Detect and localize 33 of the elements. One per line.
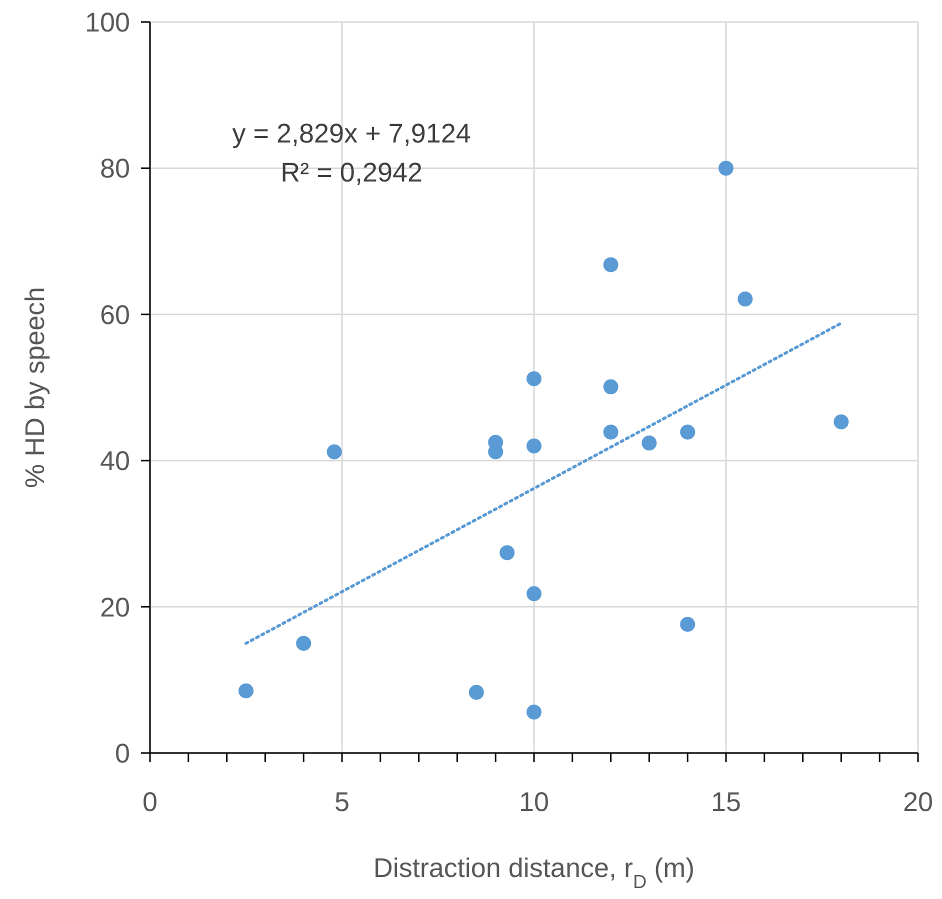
point <box>603 379 618 394</box>
y-tick-label: 100 <box>84 7 130 38</box>
y-tick-label: 40 <box>100 446 130 476</box>
point <box>642 436 657 451</box>
point <box>680 424 696 440</box>
point <box>526 704 542 720</box>
y-tick-label: 80 <box>100 154 130 184</box>
point <box>468 684 484 700</box>
point <box>326 444 342 460</box>
y-tick-label: 0 <box>114 738 130 768</box>
point <box>738 292 753 307</box>
x-tick-label: 5 <box>334 787 350 817</box>
point <box>680 616 696 632</box>
y-tick-label: 20 <box>100 592 130 622</box>
point <box>718 160 734 176</box>
point <box>500 545 515 560</box>
point <box>238 683 254 698</box>
x-tick-label: 0 <box>142 787 158 817</box>
x-axis-title: Distraction distance, r$_{D}$ (m) <box>373 853 695 892</box>
x-tick-label: 20 <box>902 787 934 817</box>
point <box>603 257 618 272</box>
point <box>526 438 542 454</box>
point <box>834 414 849 430</box>
x-tick-label: 15 <box>710 787 742 817</box>
y-axis-title: % HD by speech <box>20 286 50 488</box>
point <box>296 636 312 651</box>
annotation: y = 2,829x + 7,9124 <box>232 118 471 149</box>
y-tick-label: 60 <box>100 300 130 330</box>
annotation: R² = 0,2942 <box>280 158 423 188</box>
point <box>526 586 542 602</box>
point <box>526 371 542 386</box>
x-tick-label: 10 <box>518 787 550 817</box>
point <box>603 424 618 440</box>
